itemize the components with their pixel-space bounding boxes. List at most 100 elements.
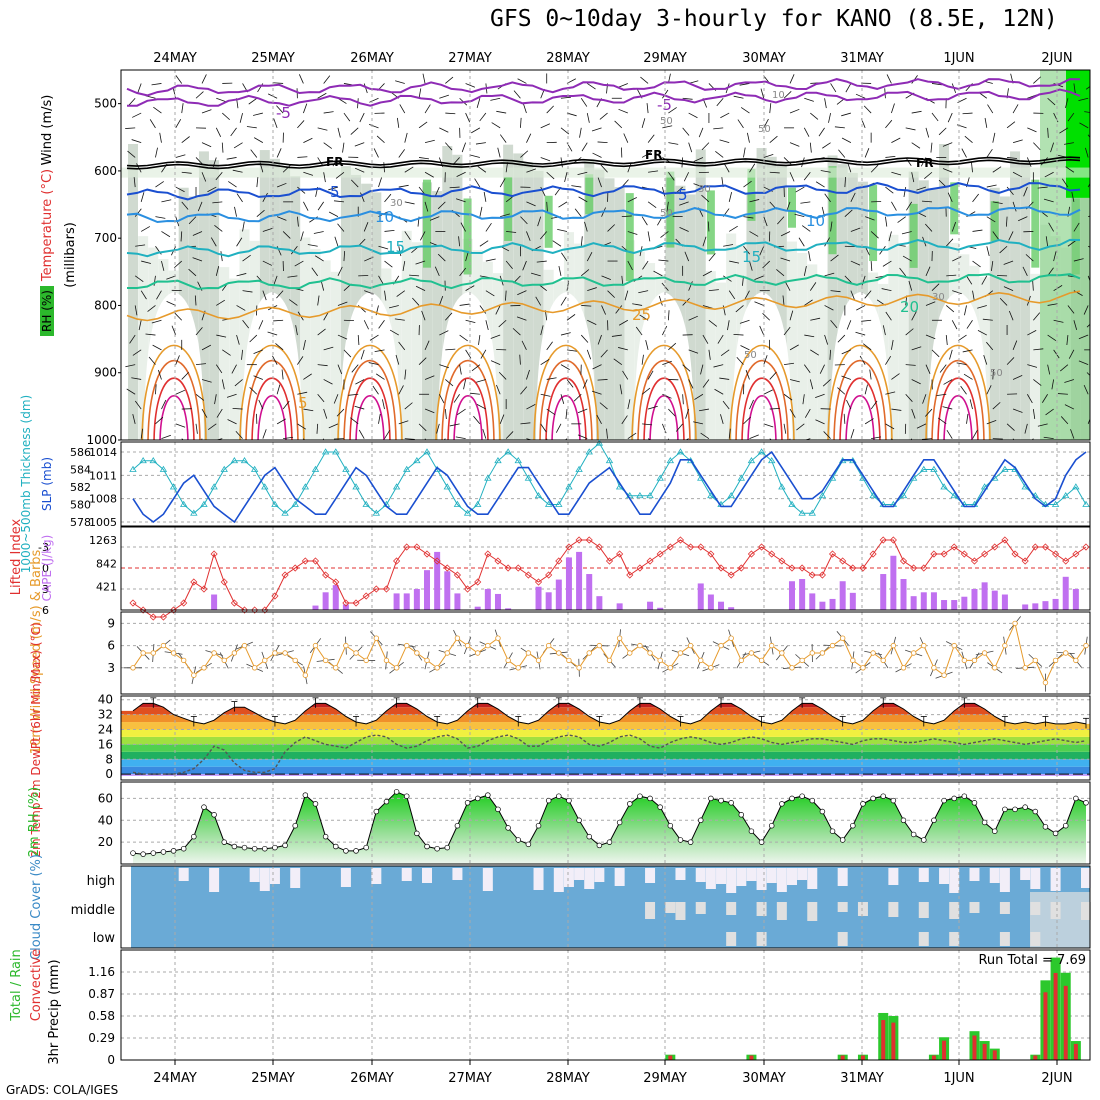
li-point — [828, 550, 837, 558]
wind-barb — [902, 255, 912, 262]
cloud-cell-high — [290, 868, 301, 888]
wind-barb — [627, 399, 631, 410]
wind-barb — [886, 74, 892, 84]
wind-barb — [700, 432, 710, 439]
wind-barb — [378, 275, 384, 285]
wind-barb — [901, 231, 912, 235]
rh-shade-gray — [614, 187, 625, 440]
wind-barb — [1053, 251, 1057, 262]
rh-shade-light — [797, 252, 808, 440]
cape-bar — [424, 570, 431, 610]
rh-point — [353, 848, 359, 854]
wind-barb — [951, 320, 958, 330]
wind-barb — [754, 301, 764, 306]
cape-bar — [596, 596, 603, 610]
wind-barb — [272, 355, 278, 365]
wind-speed-point — [981, 650, 988, 656]
wind-barb — [749, 260, 753, 271]
rh-point — [860, 801, 866, 807]
wind-barb — [303, 408, 314, 412]
wind-barb — [140, 290, 147, 300]
rh-point — [708, 795, 714, 802]
li-point — [504, 564, 512, 572]
wind-barb — [505, 162, 508, 173]
wind-barb — [404, 438, 415, 440]
wind-barb — [802, 394, 805, 405]
wind-barb — [540, 423, 547, 433]
temp-contour — [127, 273, 1081, 290]
wind-barb — [1078, 360, 1089, 366]
wind-barb — [939, 364, 947, 373]
thickness-point — [707, 491, 715, 499]
wind-barb — [830, 254, 839, 262]
wind-barb — [273, 275, 278, 286]
li-point — [960, 550, 968, 558]
precip-tick-label: 0.29 — [88, 1031, 115, 1045]
li-point — [879, 536, 887, 544]
wind-barb — [804, 438, 811, 440]
rh-point — [789, 795, 795, 802]
wind-barb — [473, 415, 481, 425]
wind-speed-point — [292, 657, 298, 664]
cloud-level-label: low — [93, 931, 116, 946]
wind-barb — [1033, 379, 1042, 386]
thickness-point — [220, 465, 228, 472]
wind-barb — [201, 172, 207, 182]
wind-barb — [188, 216, 197, 225]
wind-barb — [155, 147, 158, 158]
bottom-date-label: 24MAY — [153, 1071, 197, 1086]
wind-barb — [1027, 127, 1037, 133]
wind-barb — [945, 335, 948, 346]
wind-speed-point — [698, 657, 704, 664]
wind-barb — [668, 342, 677, 351]
wind-barb — [1067, 240, 1077, 247]
cloud-cell-high — [949, 868, 960, 893]
wind-barb — [597, 177, 602, 188]
wind-barb — [911, 379, 921, 385]
li-tick-label: -3 — [38, 541, 49, 554]
cape-bar — [535, 586, 542, 610]
rh-shade-light — [229, 278, 240, 440]
wind-barb — [1050, 142, 1055, 153]
rh-tick-label: 40 — [98, 813, 113, 827]
wind-barb — [276, 384, 281, 395]
wind-barb — [647, 134, 655, 143]
wind-barb — [641, 387, 651, 395]
rh-point — [799, 793, 805, 799]
wind-barb — [870, 261, 873, 272]
wind-barb — [962, 112, 973, 115]
wind-barb — [491, 122, 501, 129]
thickness-axis-label: 1000~500mb Thickness (dm) — [19, 395, 33, 573]
wind-barb — [242, 221, 245, 232]
rh-point — [414, 830, 420, 837]
wind-barb — [560, 332, 571, 336]
wind-barb — [445, 76, 454, 84]
cloud-cell-high — [999, 868, 1010, 892]
temp-band — [121, 694, 1090, 700]
wind-barb — [478, 334, 481, 346]
wind-barb — [1043, 198, 1054, 203]
wind-barb — [841, 349, 852, 355]
wind-barb — [215, 266, 220, 276]
wind-barb — [323, 142, 332, 149]
wind-barb — [195, 363, 206, 366]
wind-barb — [837, 387, 846, 395]
li-point — [869, 550, 877, 558]
wind-barb — [951, 221, 957, 232]
wind-barb — [175, 154, 186, 158]
temp-tick-label: 0 — [105, 767, 113, 781]
wind-barb — [485, 222, 492, 232]
wind-barb — [520, 117, 522, 128]
wind-barb — [581, 269, 590, 277]
wind-barb — [485, 290, 495, 297]
wind-barb — [949, 349, 953, 360]
rh-point — [870, 795, 876, 802]
wind-barb — [132, 112, 142, 118]
wind-barb — [723, 244, 734, 247]
wind-barb — [891, 339, 894, 350]
wind-speed-point — [363, 657, 369, 664]
li-tick-label: 6 — [42, 604, 49, 617]
li-point — [555, 557, 563, 565]
wind-barb — [830, 319, 838, 329]
li-point — [463, 585, 472, 593]
